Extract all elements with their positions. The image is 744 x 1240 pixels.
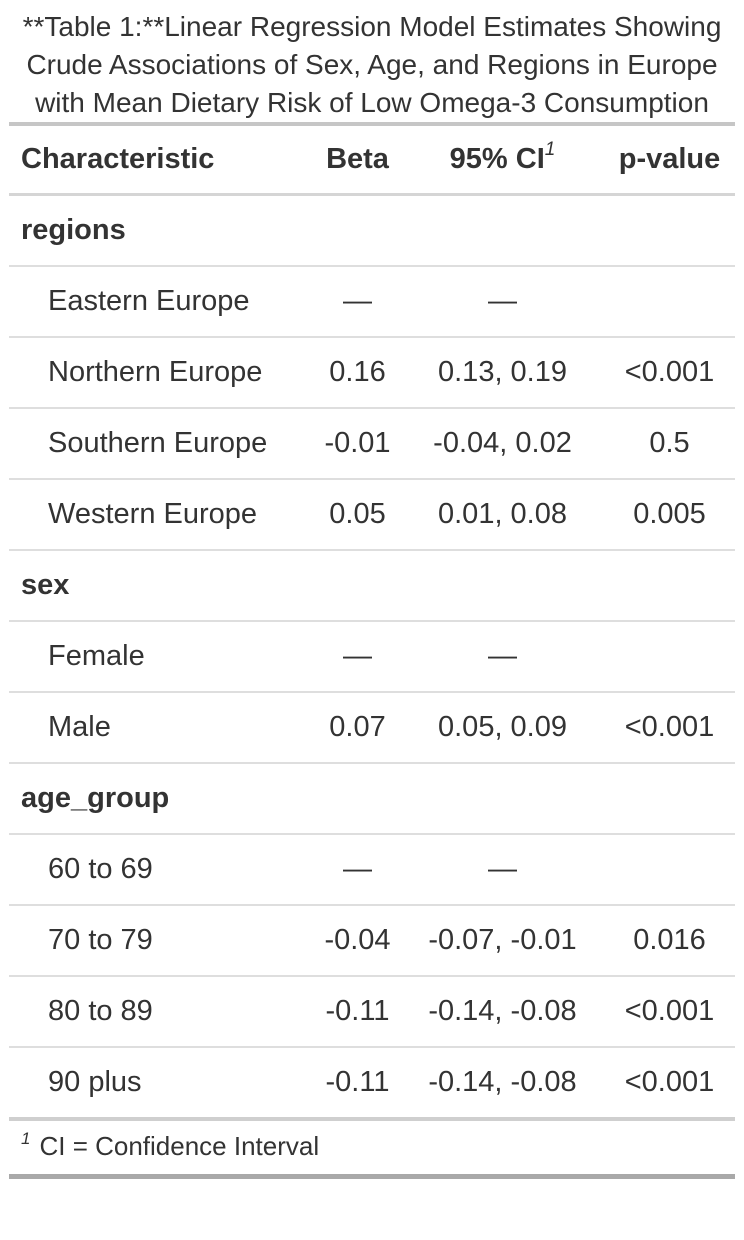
group-label: regions <box>9 196 735 267</box>
row-label: Western Europe <box>9 480 314 551</box>
p-value: <0.001 <box>604 977 735 1048</box>
footnote-row: 1 CI = Confidence Interval <box>9 1121 735 1179</box>
table-row: Eastern Europe — — <box>9 267 735 338</box>
table-row: Male 0.07 0.05, 0.09 <0.001 <box>9 693 735 764</box>
row-label: Southern Europe <box>9 409 314 480</box>
row-label: 70 to 79 <box>9 906 314 977</box>
table-footer: 1 CI = Confidence Interval <box>9 1121 735 1179</box>
group-row: regions <box>9 196 735 267</box>
p-value: 0.5 <box>604 409 735 480</box>
group-label: age_group <box>9 764 735 835</box>
header-row: Characteristic Beta 95% CI1 p-value <box>9 122 735 196</box>
row-label: 60 to 69 <box>9 835 314 906</box>
group-row: sex <box>9 551 735 622</box>
p-value: 0.005 <box>604 480 735 551</box>
table-row: Southern Europe -0.01 -0.04, 0.02 0.5 <box>9 409 735 480</box>
ci-value: -0.14, -0.08 <box>401 1048 604 1121</box>
ci-value: — <box>401 835 604 906</box>
regression-table: Characteristic Beta 95% CI1 p-value regi… <box>9 122 735 1179</box>
beta-value: -0.11 <box>314 1048 401 1121</box>
table-row: Female — — <box>9 622 735 693</box>
beta-value: — <box>314 267 401 338</box>
table-header: Characteristic Beta 95% CI1 p-value <box>9 122 735 196</box>
beta-value: — <box>314 835 401 906</box>
table-container: **Table 1:**Linear Regression Model Esti… <box>9 11 735 1179</box>
ci-value: -0.14, -0.08 <box>401 977 604 1048</box>
ci-value: 0.01, 0.08 <box>401 480 604 551</box>
footnote-text: CI = Confidence Interval <box>39 1131 320 1161</box>
ci-value: — <box>401 622 604 693</box>
ci-value: -0.07, -0.01 <box>401 906 604 977</box>
beta-value: 0.05 <box>314 480 401 551</box>
ci-value: — <box>401 267 604 338</box>
row-label: Male <box>9 693 314 764</box>
beta-value: — <box>314 622 401 693</box>
table-row: 60 to 69— — <box>9 835 735 906</box>
beta-value: -0.04 <box>314 906 401 977</box>
column-header-ci: 95% CI1 <box>401 122 604 196</box>
footnote-cell: 1 CI = Confidence Interval <box>9 1121 735 1179</box>
ci-value: 0.05, 0.09 <box>401 693 604 764</box>
p-value <box>604 267 735 338</box>
row-label: 80 to 89 <box>9 977 314 1048</box>
table-row: Northern Europe 0.16 0.13, 0.19 <0.001 <box>9 338 735 409</box>
p-value: <0.001 <box>604 1048 735 1121</box>
ci-header-text: 95% CI <box>449 143 545 175</box>
group-row: age_group <box>9 764 735 835</box>
table-row: 90 plus -0.11 -0.14, -0.08 <0.001 <box>9 1048 735 1121</box>
table-row: 80 to 89 -0.11 -0.14, -0.08 <0.001 <box>9 977 735 1048</box>
ci-footnote-marker: 1 <box>544 139 556 160</box>
table-row: Western Europe 0.05 0.01, 0.08 0.005 <box>9 480 735 551</box>
p-value: <0.001 <box>604 693 735 764</box>
ci-value: 0.13, 0.19 <box>401 338 604 409</box>
group-label: sex <box>9 551 735 622</box>
row-label: Eastern Europe <box>9 267 314 338</box>
beta-value: 0.07 <box>314 693 401 764</box>
column-header-beta: Beta <box>314 122 401 196</box>
p-value <box>604 835 735 906</box>
p-value: 0.016 <box>604 906 735 977</box>
table-body: regions Eastern Europe — — Northern Europe 0.… <box>9 196 735 1121</box>
row-label: 90 plus <box>9 1048 314 1121</box>
footnote-marker: 1 <box>21 1129 31 1148</box>
column-header-characteristic: Characteristic <box>9 122 314 196</box>
ci-value: -0.04, 0.02 <box>401 409 604 480</box>
beta-value: -0.11 <box>314 977 401 1048</box>
p-value <box>604 622 735 693</box>
row-label: Northern Europe <box>9 338 314 409</box>
table-row: 70 to 79 -0.04 -0.07, -0.01 0.016 <box>9 906 735 977</box>
table-title: **Table 1:**Linear Regression Model Esti… <box>22 11 722 118</box>
row-label: Female <box>9 622 314 693</box>
beta-value: -0.01 <box>314 409 401 480</box>
column-header-p-value: p-value <box>604 122 735 196</box>
beta-value: 0.16 <box>314 338 401 409</box>
p-value: <0.001 <box>604 338 735 409</box>
